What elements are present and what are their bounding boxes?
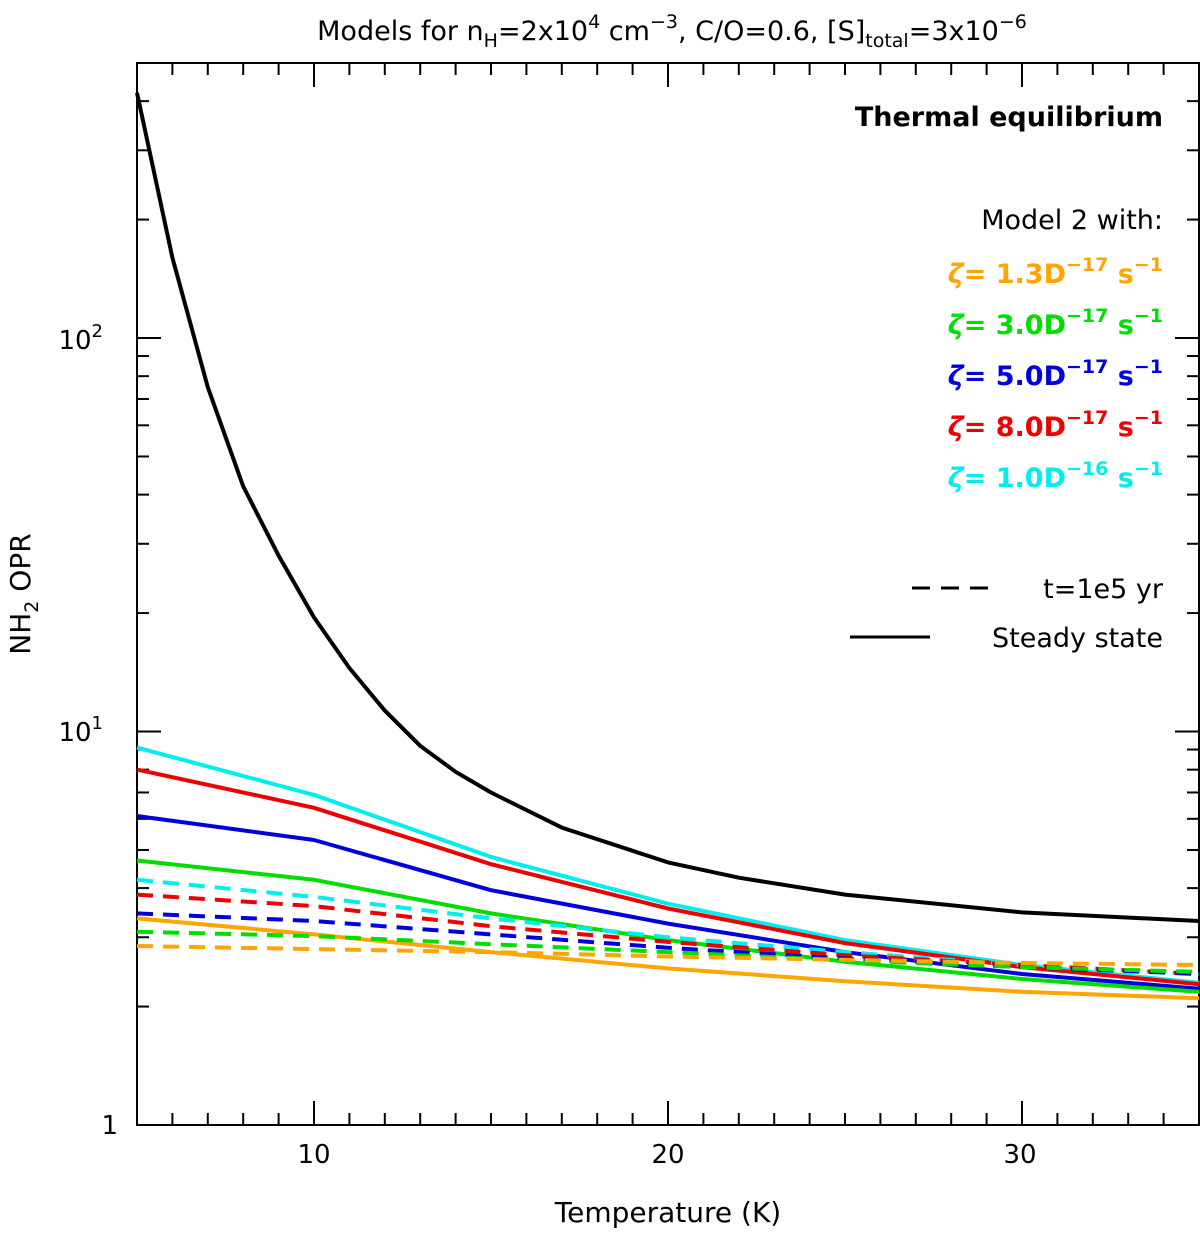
- legend-item-zeta-1.0: ζ= 1.0D−16 s−1: [948, 458, 1163, 494]
- series-line-4: [136, 858, 1200, 994]
- annotation-thermal-equilibrium: Thermal equilibrium: [855, 102, 1163, 133]
- legend-item-zeta-5.0: ζ= 5.0D−17 s−1: [948, 356, 1163, 392]
- y-tick-label-1: 1: [101, 1111, 118, 1141]
- legend-header: Model 2 with:: [981, 205, 1163, 236]
- series-line-6: [136, 877, 1200, 976]
- axis-ticks: [136, 62, 1200, 1126]
- x-tick-label-20: 20: [651, 1140, 684, 1170]
- legend-dashed-label: t=1e5 yr: [1043, 574, 1164, 605]
- series-line-9: [136, 929, 1200, 974]
- series-line-5: [136, 916, 1200, 1001]
- x-tick-label-30: 30: [1003, 1140, 1036, 1170]
- legend-item-zeta-3.0: ζ= 3.0D−17 s−1: [948, 305, 1163, 341]
- x-tick-label-10: 10: [297, 1140, 330, 1170]
- series-line-3: [136, 814, 1200, 991]
- series-line-0: [135, 92, 1200, 923]
- legend-solid-label: Steady state: [992, 623, 1163, 654]
- legend-item-zeta-1.3: ζ= 1.3D−17 s−1: [948, 254, 1163, 290]
- x-axis-label: Temperature (K): [554, 1196, 781, 1229]
- chart-title: Models for nH=2x104 cm−3, C/O=0.6, [S]to…: [317, 11, 1027, 52]
- y-tick-label-10: 101: [58, 713, 103, 748]
- y-axis-label: NH2 OPR: [4, 533, 43, 654]
- y-tick-label-100: 102: [58, 321, 103, 356]
- series-line-10: [136, 944, 1200, 967]
- legend-item-zeta-8.0: ζ= 8.0D−17 s−1: [948, 407, 1163, 443]
- series-group: [135, 92, 1200, 1001]
